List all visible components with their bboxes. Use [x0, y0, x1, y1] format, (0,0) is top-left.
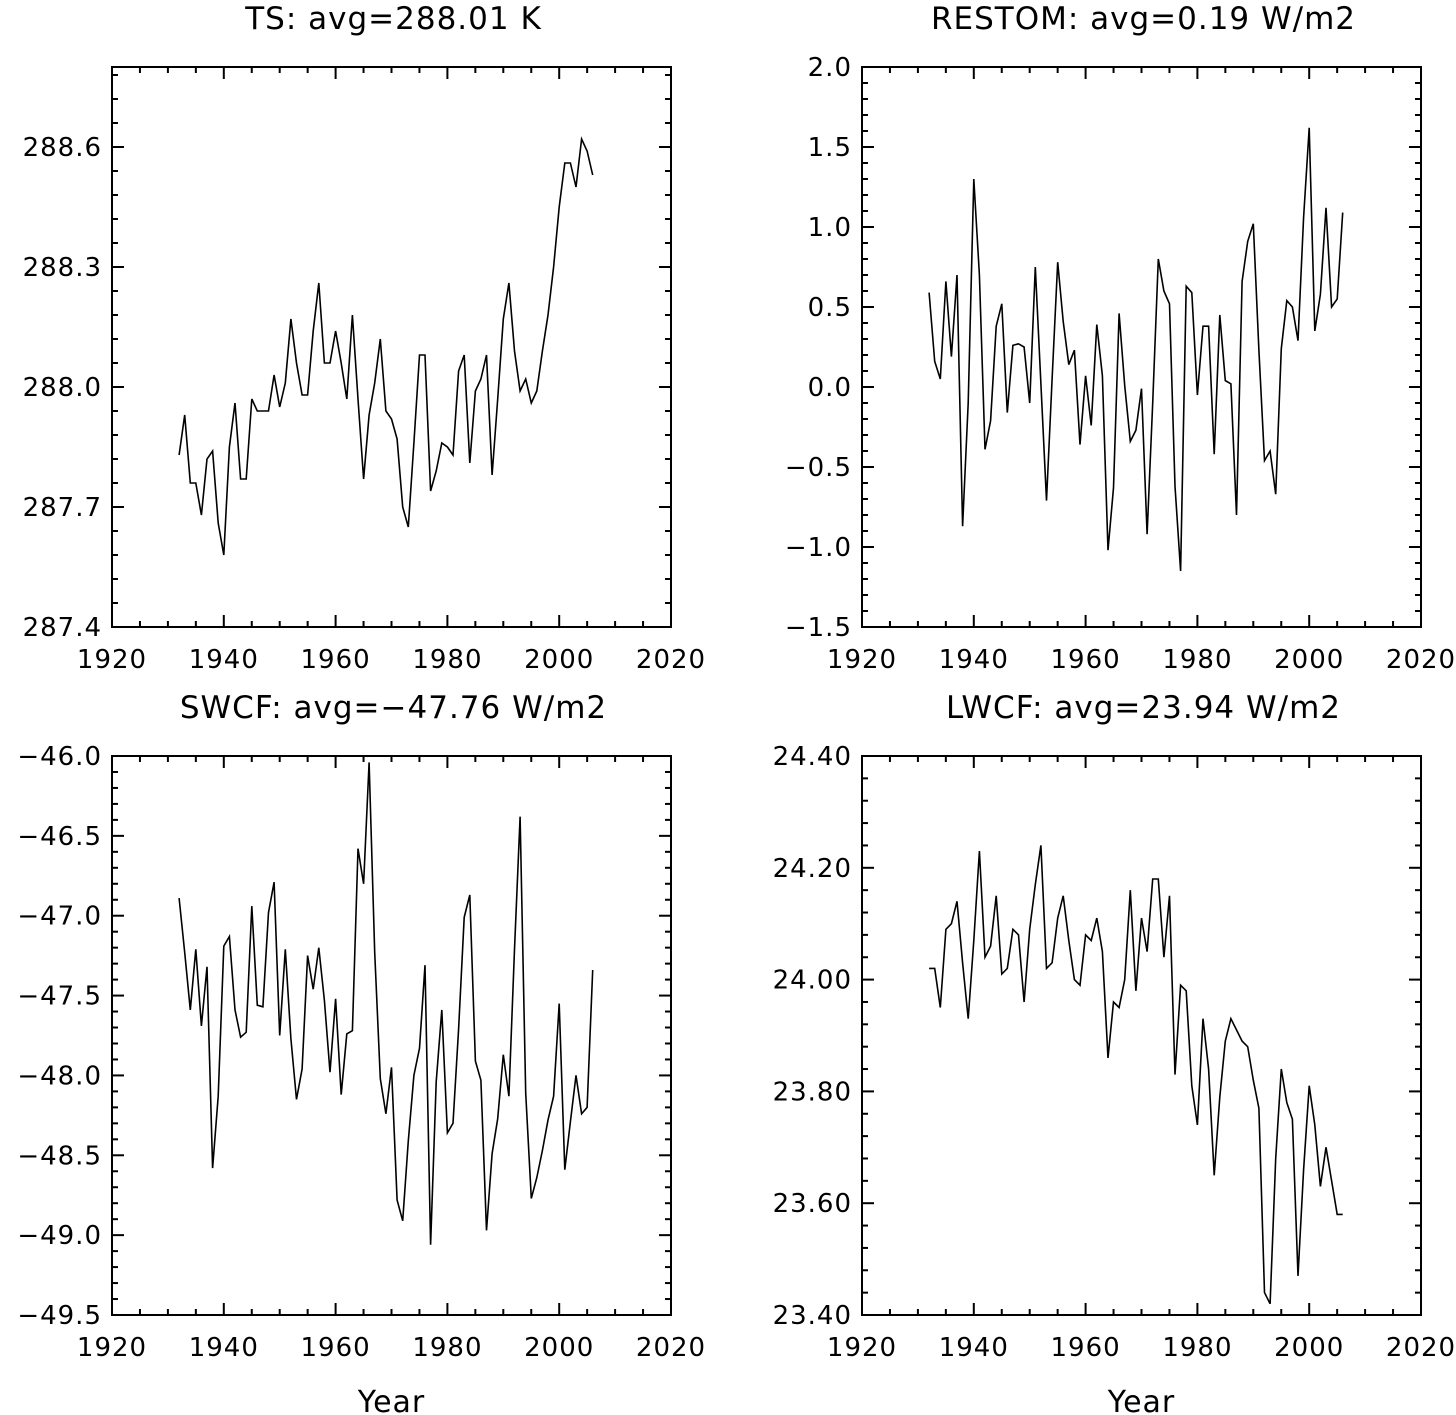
ts-y-tick-label: 288.3: [23, 253, 102, 283]
swcf-x-tick-label: 1980: [412, 1333, 482, 1363]
ts-x-tick-label: 1960: [301, 645, 371, 675]
restom-y-tick-label: −1.0: [785, 533, 852, 563]
swcf-y-tick-label: −46.5: [17, 822, 102, 852]
restom-y-tick-label: −0.5: [785, 453, 852, 483]
swcf-y-tick-label: −48.5: [17, 1141, 102, 1171]
restom-plot-frame: [861, 66, 1422, 628]
swcf-y-tick-label: −46.0: [17, 742, 102, 772]
swcf-x-tick-label: 1940: [189, 1333, 259, 1363]
lwcf-x-tick-label: 1980: [1162, 1333, 1232, 1363]
lwcf-y-tick-label: 23.40: [773, 1301, 852, 1331]
restom-x-tick-label: 2020: [1386, 645, 1456, 675]
ts-x-tick-label: 1920: [77, 645, 147, 675]
ts-x-tick-label: 2020: [636, 645, 706, 675]
swcf-plot-frame: [111, 755, 672, 1316]
swcf-x-tick-label: 2020: [636, 1333, 706, 1363]
restom-y-tick-label: 2.0: [808, 53, 852, 83]
lwcf-x-tick-label: 1920: [827, 1333, 897, 1363]
swcf-y-tick-label: −47.5: [17, 982, 102, 1012]
ts-y-tick-label: 287.4: [23, 613, 102, 643]
lwcf-x-tick-label: 1960: [1051, 1333, 1121, 1363]
lwcf-plot-frame: [861, 755, 1422, 1316]
lwcf-x-tick-label: 1940: [939, 1333, 1009, 1363]
restom-y-tick-label: 0.5: [808, 293, 852, 323]
ts-panel: 1920 1940 1960 1980 2000 2020 287.4 287.7 288.0 2…: [23, 1, 706, 675]
lwcf-x-axis-label: Year: [1107, 1385, 1176, 1415]
lwcf-y-tick-label: 23.80: [773, 1077, 852, 1107]
restom-x-tick-label: 1920: [827, 645, 897, 675]
restom-y-tick-label: −1.5: [785, 613, 852, 643]
swcf-y-tick-label: −49.5: [17, 1301, 102, 1331]
lwcf-x-tick-label: 2020: [1386, 1333, 1456, 1363]
ts-x-tick-label: 1940: [189, 645, 259, 675]
restom-chart-title: RESTOM: avg=0.19 W/m2: [931, 1, 1356, 37]
swcf-panel: 1920 1940 1960 1980 2000 2020 −49.5 −49.0 −48.5 −…: [17, 690, 706, 1415]
ts-x-tick-label: 1980: [412, 645, 482, 675]
ts-y-tick-label: 287.7: [23, 493, 102, 523]
swcf-x-tick-label: 1920: [77, 1333, 147, 1363]
lwcf-y-tick-label: 23.60: [773, 1189, 852, 1219]
restom-panel: 1920 1940 1960 1980 2000 2020 −1.5 −1.0 −0.5 0.0 0…: [785, 1, 1456, 675]
restom-y-tick-label: 0.0: [808, 373, 852, 403]
swcf-series-line: [178, 762, 594, 1245]
restom-series-line: [928, 127, 1344, 572]
lwcf-y-tick-label: 24.40: [773, 742, 852, 772]
restom-x-tick-label: 2000: [1274, 645, 1344, 675]
swcf-y-tick-label: −48.0: [17, 1061, 102, 1091]
lwcf-y-tick-label: 24.20: [773, 854, 852, 884]
restom-y-tick-label: 1.0: [808, 213, 852, 243]
ts-y-tick-label: 288.6: [23, 133, 102, 163]
lwcf-series-line: [929, 845, 1343, 1305]
ts-series-line: [178, 136, 594, 556]
lwcf-y-tick-label: 24.00: [773, 966, 852, 996]
ts-y-tick-label: 288.0: [23, 373, 102, 403]
ts-chart-title: TS: avg=288.01 K: [244, 1, 542, 37]
lwcf-chart-title: LWCF: avg=23.94 W/m2: [946, 690, 1341, 726]
swcf-chart-title: SWCF: avg=−47.76 W/m2: [180, 690, 607, 726]
swcf-y-tick-label: −47.0: [17, 902, 102, 932]
swcf-x-tick-label: 1960: [301, 1333, 371, 1363]
lwcf-x-tick-label: 2000: [1274, 1333, 1344, 1363]
lwcf-panel: 1920 1940 1960 1980 2000 2020 23.40 23.60 23.80 2…: [773, 690, 1456, 1415]
restom-x-tick-label: 1940: [939, 645, 1009, 675]
swcf-y-tick-label: −49.0: [17, 1221, 102, 1251]
restom-x-tick-label: 1960: [1051, 645, 1121, 675]
ts-x-tick-label: 2000: [524, 645, 594, 675]
restom-y-tick-label: 1.5: [808, 133, 852, 163]
swcf-x-tick-label: 2000: [524, 1333, 594, 1363]
swcf-x-axis-label: Year: [357, 1385, 426, 1415]
restom-x-tick-label: 1980: [1162, 645, 1232, 675]
